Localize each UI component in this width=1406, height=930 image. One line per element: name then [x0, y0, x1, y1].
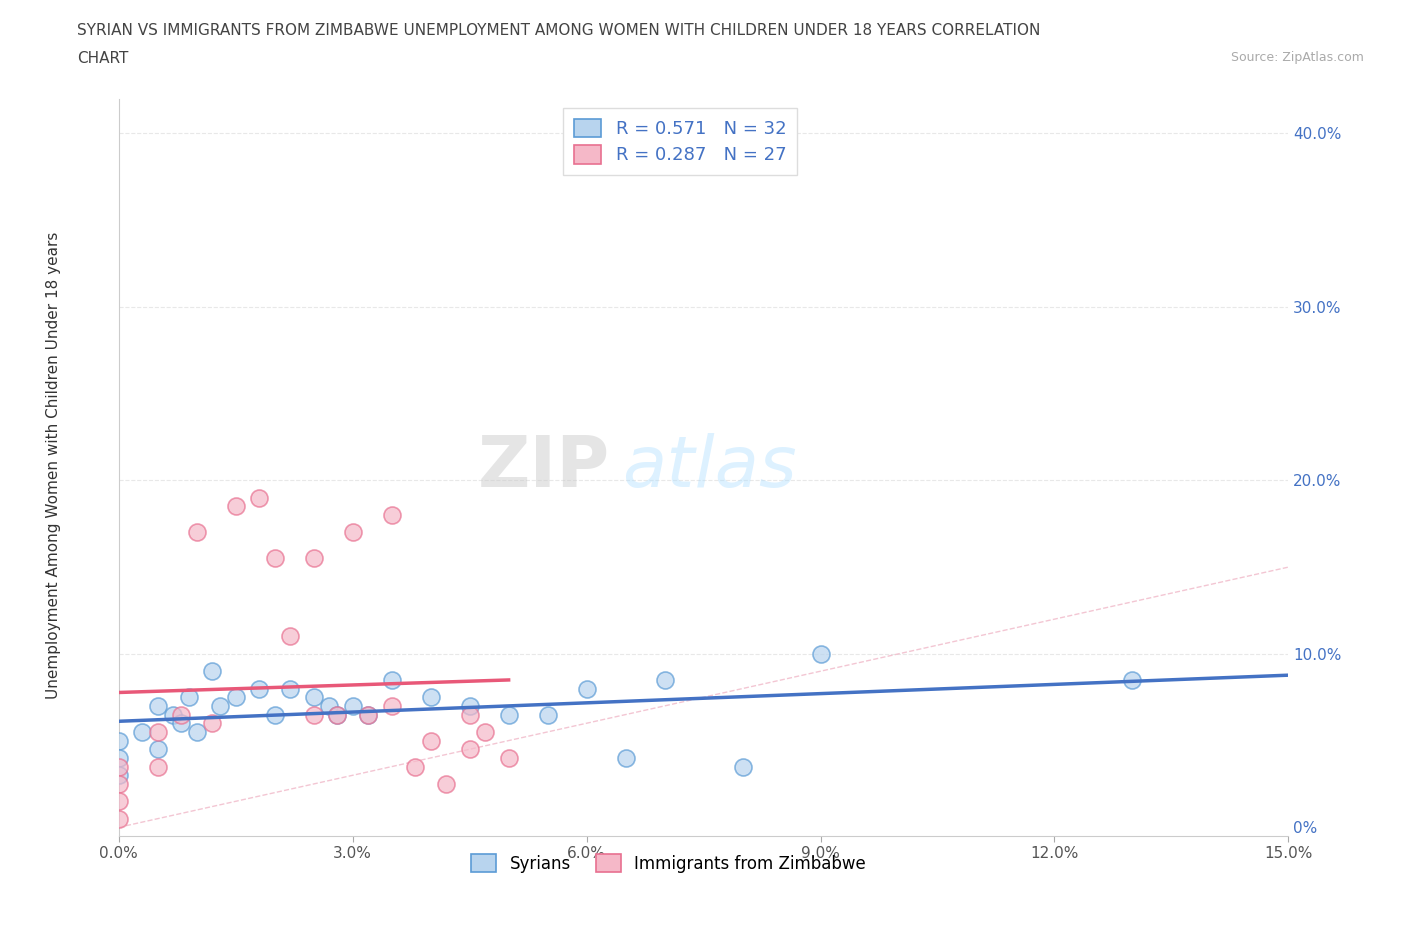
Point [201, 664, 224, 679]
Point [1121, 672, 1143, 687]
Point [225, 499, 247, 514]
Text: Source: ZipAtlas.com: Source: ZipAtlas.com [1230, 51, 1364, 64]
Point [302, 551, 325, 565]
Point [302, 707, 325, 722]
Point [434, 777, 457, 791]
Point [318, 698, 340, 713]
Point [419, 733, 441, 748]
Point [419, 690, 441, 705]
Text: SYRIAN VS IMMIGRANTS FROM ZIMBABWE UNEMPLOYMENT AMONG WOMEN WITH CHILDREN UNDER : SYRIAN VS IMMIGRANTS FROM ZIMBABWE UNEMP… [77, 23, 1040, 38]
Point [498, 707, 520, 722]
Point [278, 681, 301, 696]
Point [146, 759, 169, 774]
Point [162, 707, 184, 722]
Point [326, 707, 349, 722]
Point [107, 811, 129, 826]
Point [107, 733, 129, 748]
Point [146, 742, 169, 757]
Point [342, 698, 364, 713]
Point [201, 716, 224, 731]
Point [186, 724, 208, 739]
Point [186, 525, 208, 539]
Point [575, 681, 598, 696]
Point [247, 681, 270, 696]
Point [247, 490, 270, 505]
Point [263, 551, 285, 565]
Point [381, 672, 404, 687]
Point [458, 698, 481, 713]
Point [107, 768, 129, 783]
Point [381, 508, 404, 523]
Point [458, 707, 481, 722]
Point [146, 724, 169, 739]
Point [810, 646, 832, 661]
Point [474, 724, 496, 739]
Point [131, 724, 153, 739]
Text: CHART: CHART [77, 51, 129, 66]
Point [107, 751, 129, 765]
Point [654, 672, 676, 687]
Point [209, 698, 232, 713]
Point [404, 759, 426, 774]
Text: Unemployment Among Women with Children Under 18 years: Unemployment Among Women with Children U… [46, 232, 60, 698]
Legend: Syrians, Immigrants from Zimbabwe: Syrians, Immigrants from Zimbabwe [464, 848, 873, 879]
Point [357, 707, 380, 722]
Point [381, 698, 404, 713]
Point [536, 707, 558, 722]
Point [498, 751, 520, 765]
Point [107, 794, 129, 809]
Text: ZIP: ZIP [478, 432, 610, 502]
Point [107, 777, 129, 791]
Point [458, 742, 481, 757]
Point [177, 690, 200, 705]
Point [146, 698, 169, 713]
Point [326, 707, 349, 722]
Point [614, 751, 637, 765]
Point [107, 759, 129, 774]
Point [278, 629, 301, 644]
Text: atlas: atlas [621, 432, 796, 502]
Point [731, 759, 754, 774]
Point [302, 690, 325, 705]
Point [263, 707, 285, 722]
Point [357, 707, 380, 722]
Point [170, 707, 193, 722]
Point [225, 690, 247, 705]
Point [342, 525, 364, 539]
Point [170, 716, 193, 731]
